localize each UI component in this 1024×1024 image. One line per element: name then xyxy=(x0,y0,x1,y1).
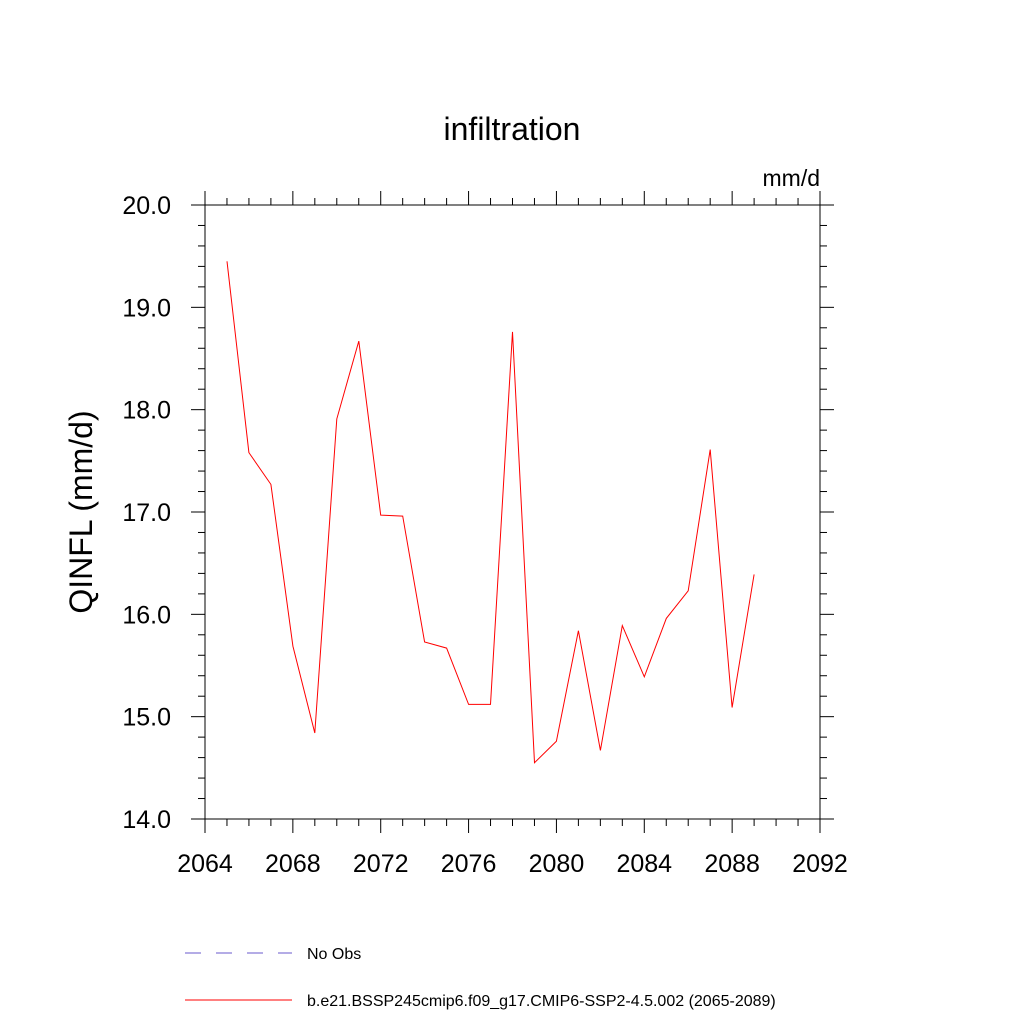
axis-tick-labels: 2064 2068 2072 2076 2080 2084 2088 2092 14.0 15.0… xyxy=(122,192,847,878)
series-lines xyxy=(226,261,755,764)
chart-title: infiltration xyxy=(444,111,581,147)
x-tick-label: 2076 xyxy=(441,850,497,878)
axis-ticks xyxy=(191,191,834,833)
legend-label-model: b.e21.BSSP245cmip6.f09_g17.CMIP6-SSP2-4.… xyxy=(307,993,776,1010)
y-tick-label: 19.0 xyxy=(122,294,171,322)
x-tick-label: 2092 xyxy=(792,850,848,878)
x-tick-label: 2080 xyxy=(529,850,585,878)
y-tick-label: 15.0 xyxy=(122,704,171,732)
y-tick-label: 16.0 xyxy=(122,601,171,629)
x-tick-label: 2064 xyxy=(177,850,233,878)
y-tick-label: 14.0 xyxy=(122,806,171,834)
y-tick-label: 18.0 xyxy=(122,397,171,425)
y-axis-label: QINFL (mm/d) xyxy=(63,410,99,613)
legend: No Obs b.e21.BSSP245cmip6.f09_g17.CMIP6-… xyxy=(185,946,776,1010)
x-tick-label: 2084 xyxy=(616,850,672,878)
series-line-1 xyxy=(226,261,755,764)
x-tick-label: 2072 xyxy=(353,850,409,878)
plot-frame xyxy=(204,204,821,820)
x-tick-label: 2068 xyxy=(265,850,321,878)
units-label: mm/d xyxy=(763,165,821,191)
y-tick-label: 20.0 xyxy=(122,192,171,220)
x-tick-label: 2088 xyxy=(704,850,760,878)
legend-label-no-obs: No Obs xyxy=(307,946,361,963)
y-tick-label: 17.0 xyxy=(122,499,171,527)
